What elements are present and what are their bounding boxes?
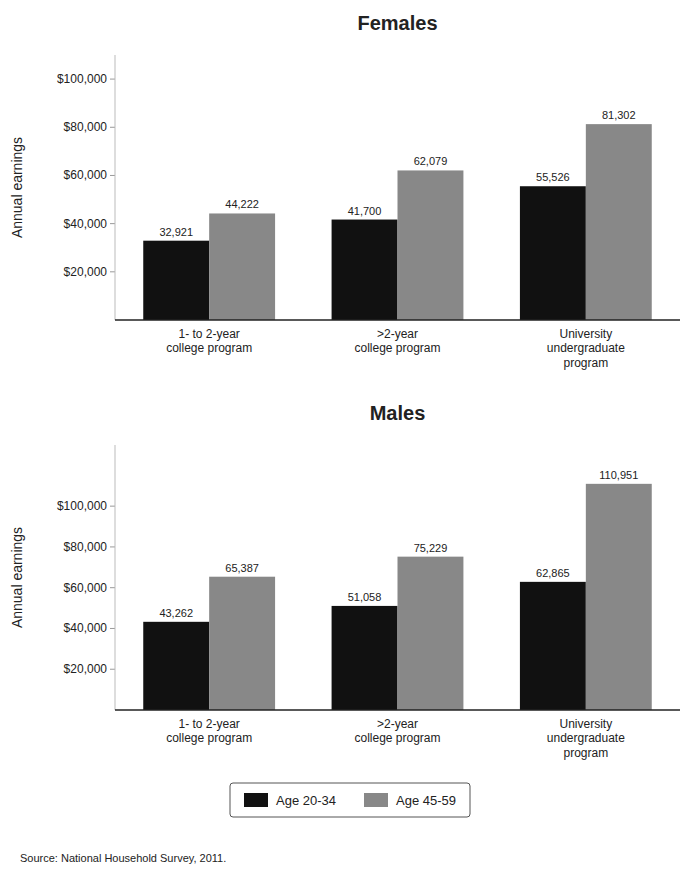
y-tick: [110, 271, 115, 272]
bar: [209, 577, 275, 710]
x-tick-label: 1- to 2-yearcollege program: [166, 717, 252, 745]
y-tick: [110, 546, 115, 547]
x-tick-label: Universityundergraduateprogram: [547, 717, 625, 760]
y-tick-label: $100,000: [57, 499, 107, 513]
bar: [520, 582, 586, 710]
data-label: 44,222: [225, 198, 259, 210]
y-axis-label: Annual earnings: [9, 137, 25, 238]
y-axis-line: [115, 55, 116, 320]
chart: Males Annual earnings $20,000 $40,000 $60,00…: [9, 402, 680, 760]
y-tick: [110, 628, 115, 629]
legend-label: Age 45-59: [396, 793, 456, 808]
data-labels: 32,921 41,700 55,526 44,222 62,079 81,302: [159, 109, 635, 238]
chart-title: Males: [370, 402, 426, 424]
y-tick-label: $60,000: [64, 168, 108, 182]
x-tick-label: >2-yearcollege program: [354, 717, 440, 745]
bar: [143, 622, 209, 710]
data-label: 65,387: [225, 562, 259, 574]
y-tick-label: $40,000: [64, 217, 108, 231]
bar: [332, 220, 398, 320]
x-tick-label: 1- to 2-yearcollege program: [166, 327, 252, 355]
bar: [143, 241, 209, 320]
data-labels: 43,262 51,058 62,865 65,387 75,229 110,951: [159, 469, 638, 619]
y-axis-line: [115, 445, 116, 710]
bar: [398, 557, 464, 710]
figure: Females Annual earnings $20,000 $40,000 $60,…: [0, 0, 700, 875]
chart-title: Females: [357, 12, 437, 34]
legend-label: Age 20-34: [276, 793, 336, 808]
data-label: 75,229: [414, 542, 448, 554]
y-tick-label: $100,000: [57, 72, 107, 86]
data-label: 43,262: [159, 607, 193, 619]
y-tick: [110, 79, 115, 80]
bar: [586, 124, 652, 320]
y-tick: [110, 223, 115, 224]
y-tick: [110, 669, 115, 670]
y-tick: [110, 587, 115, 588]
bar: [520, 186, 586, 320]
y-axis-label: Annual earnings: [9, 527, 25, 628]
y-tick-label: $80,000: [64, 120, 108, 134]
y-tick-label: $20,000: [64, 265, 108, 279]
bar: [332, 606, 398, 710]
data-label: 55,526: [536, 171, 570, 183]
legend-frame: [230, 783, 470, 817]
x-axis-line: [115, 319, 680, 321]
chart: Females Annual earnings $20,000 $40,000 $60,…: [9, 12, 680, 370]
y-tick-label: $80,000: [64, 540, 108, 554]
data-label: 62,865: [536, 567, 570, 579]
data-label: 41,700: [348, 205, 382, 217]
data-label: 51,058: [348, 591, 382, 603]
bar: [398, 170, 464, 320]
bars: [143, 124, 652, 320]
y-tick-label: $20,000: [64, 662, 108, 676]
y-tick-label: $40,000: [64, 621, 108, 635]
x-axis-line: [115, 709, 680, 711]
y-tick-label: $60,000: [64, 581, 108, 595]
x-tick-label: Universityundergraduateprogram: [547, 327, 625, 370]
legend: Age 20-34 Age 45-59: [230, 783, 470, 817]
legend-swatch: [244, 793, 268, 807]
bars: [143, 484, 652, 710]
x-tick-label: >2-yearcollege program: [354, 327, 440, 355]
source-note: Source: National Household Survey, 2011.: [20, 852, 226, 864]
data-label: 32,921: [159, 226, 193, 238]
bar: [586, 484, 652, 710]
data-label: 81,302: [602, 109, 636, 121]
legend-swatch: [364, 793, 388, 807]
y-tick: [110, 127, 115, 128]
y-tick: [110, 175, 115, 176]
data-label: 62,079: [414, 155, 448, 167]
data-label: 110,951: [599, 469, 638, 481]
y-tick: [110, 506, 115, 507]
bar: [209, 213, 275, 320]
